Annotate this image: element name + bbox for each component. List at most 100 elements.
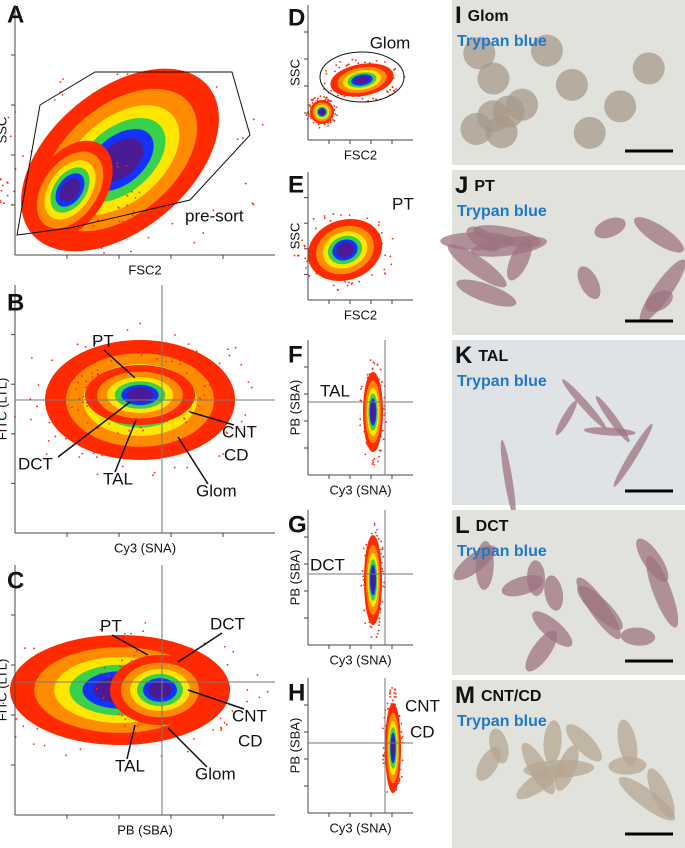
- density-contour: [391, 737, 395, 759]
- population-label: CNT: [405, 696, 440, 715]
- stain-label: Trypan blue: [457, 33, 547, 50]
- event-dot: [139, 426, 142, 429]
- event-dot: [377, 460, 379, 463]
- cell: [544, 575, 564, 611]
- x-axis-label: FSC2: [344, 307, 377, 322]
- event-dot: [199, 398, 202, 400]
- event-dot: [96, 373, 99, 376]
- event-dot: [382, 762, 385, 765]
- event-dot: [211, 676, 214, 679]
- event-dot: [312, 121, 315, 124]
- event-dot: [390, 263, 393, 266]
- event-dot: [246, 689, 249, 691]
- event-dot: [389, 689, 392, 692]
- event-dot: [323, 217, 326, 219]
- event-dot: [0, 177, 1, 180]
- pointer: [177, 436, 209, 485]
- event-dot: [142, 429, 144, 432]
- event-dot: [78, 456, 81, 459]
- micrograph: I Glom Trypan blue: [452, 0, 685, 165]
- event-dot: [226, 348, 229, 351]
- population-label: DCT: [210, 614, 245, 633]
- event-dot: [333, 109, 336, 111]
- event-dot: [386, 90, 389, 93]
- event-dot: [379, 449, 382, 452]
- event-dot: [141, 647, 144, 650]
- event-dot: [152, 474, 154, 476]
- event-dot: [360, 385, 363, 388]
- event-dot: [378, 621, 381, 623]
- event-dot: [347, 63, 350, 66]
- x-axis-label: FSC2: [128, 262, 161, 277]
- pointer: [114, 419, 137, 473]
- event-dot: [348, 214, 351, 216]
- event-dot: [325, 72, 328, 75]
- event-dot: [85, 380, 88, 383]
- event-dot: [329, 220, 332, 222]
- event-dot: [179, 360, 182, 362]
- event-dot: [30, 356, 33, 359]
- event-dot: [107, 674, 110, 677]
- event-dot: [318, 126, 321, 129]
- event-dot: [157, 643, 160, 646]
- event-dot: [378, 624, 380, 626]
- event-dot: [81, 452, 84, 455]
- event-dot: [174, 334, 176, 336]
- panel-letter: B: [7, 289, 24, 316]
- event-dot: [223, 721, 226, 724]
- event-dot: [202, 232, 205, 234]
- event-dot: [175, 651, 178, 654]
- event-dot: [144, 621, 147, 624]
- event-dot: [119, 665, 121, 668]
- event-dot: [116, 73, 119, 76]
- event-dot: [374, 531, 377, 534]
- event-dot: [81, 375, 83, 377]
- event-dot: [65, 437, 67, 440]
- event-dot: [397, 782, 400, 785]
- event-dot: [394, 67, 397, 70]
- event-dot: [339, 60, 342, 63]
- population-label: TAL: [115, 756, 145, 775]
- event-dot: [388, 692, 391, 695]
- event-dot: [346, 284, 349, 287]
- event-dot: [317, 123, 320, 126]
- event-dot: [203, 385, 206, 388]
- event-dot: [325, 69, 327, 72]
- event-dot: [314, 227, 317, 230]
- panel-letter: I Glom: [455, 2, 509, 29]
- event-dot: [379, 608, 382, 611]
- cell: [604, 90, 637, 123]
- cell: [608, 756, 647, 775]
- event-dot: [195, 350, 198, 353]
- cell: [447, 244, 507, 288]
- event-dot: [370, 532, 373, 535]
- event-dot: [13, 190, 15, 193]
- event-dot: [395, 88, 398, 91]
- event-dot: [110, 360, 113, 362]
- event-dot: [43, 744, 46, 747]
- cell: [554, 745, 579, 791]
- event-dot: [244, 414, 247, 416]
- event-dot: [314, 96, 316, 99]
- event-dot: [377, 538, 380, 540]
- event-dot: [3, 202, 5, 205]
- event-dot: [364, 61, 366, 63]
- event-dot: [6, 182, 9, 184]
- cell: [463, 37, 496, 70]
- event-dot: [71, 406, 73, 409]
- event-dot: [323, 82, 326, 85]
- event-dot: [51, 359, 53, 362]
- event-dot: [123, 632, 126, 635]
- event-dot: [379, 611, 381, 614]
- event-dot: [360, 400, 363, 402]
- event-dot: [86, 421, 89, 424]
- event-dot: [7, 116, 10, 119]
- event-dot: [303, 245, 306, 248]
- micrograph: J PT Trypan blue: [440, 170, 685, 335]
- event-dot: [198, 396, 201, 399]
- event-dot: [359, 424, 362, 427]
- event-dot: [379, 368, 382, 371]
- population-label: DCT: [310, 555, 345, 574]
- plot-panel: B Cy3 (SNA) FITC (LTL) PT DCT TAL Glom CNT CD: [0, 285, 275, 555]
- event-dot: [327, 98, 330, 101]
